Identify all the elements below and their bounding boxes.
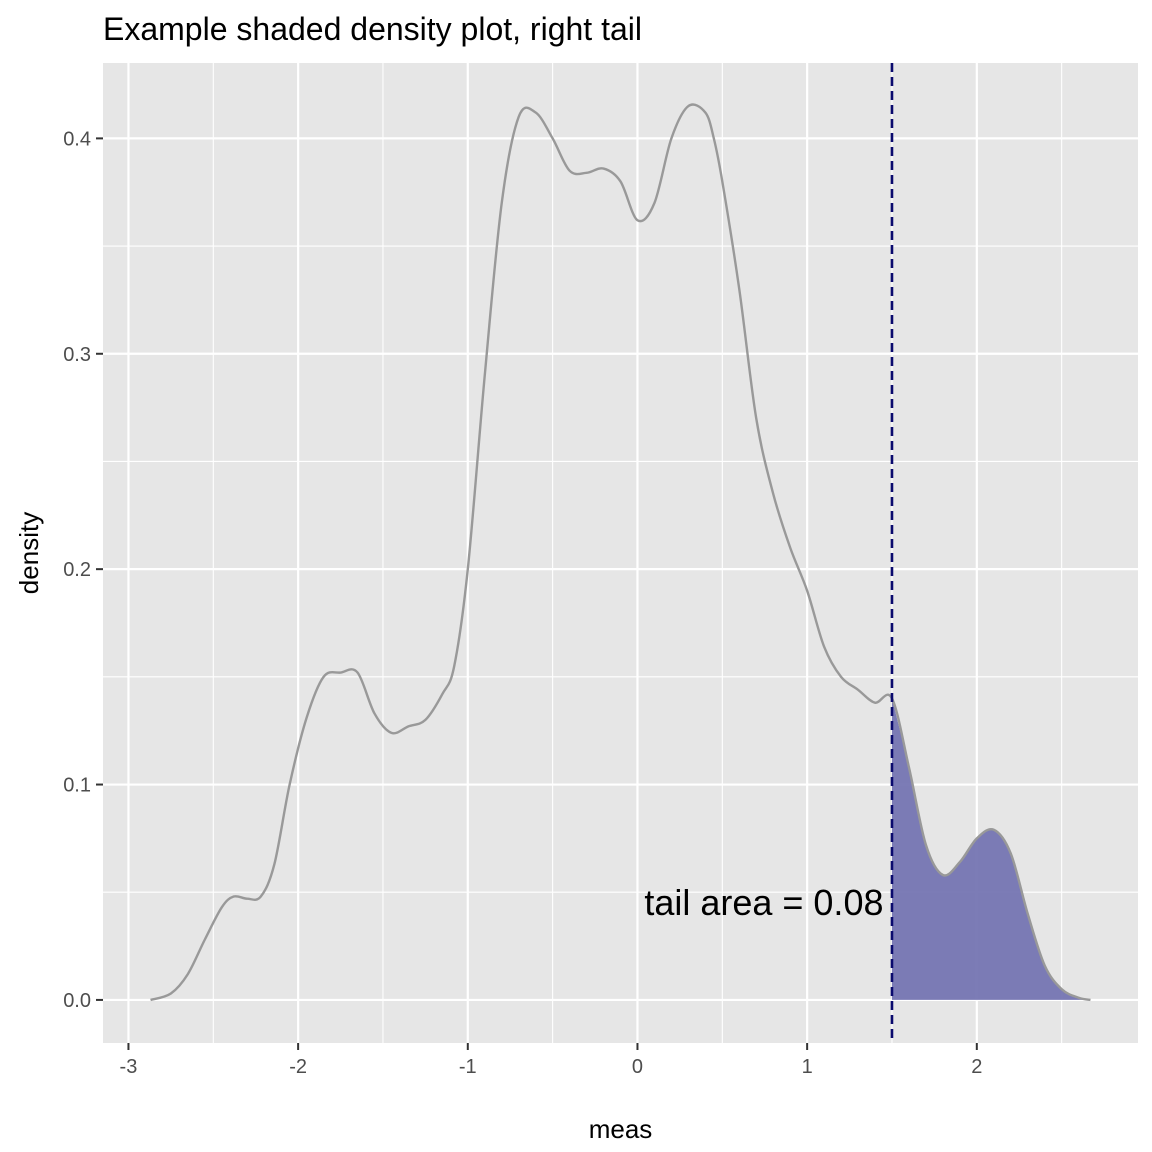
tail-area-annotation: tail area = 0.08 — [644, 882, 883, 923]
x-tick-label: -1 — [459, 1056, 477, 1078]
y-tick-label: 0.1 — [63, 775, 91, 797]
density-curve — [150, 103, 1091, 1002]
major-grid — [103, 63, 1138, 1043]
y-axis-title: density — [14, 512, 44, 594]
x-axis-title: meas — [589, 1114, 653, 1144]
y-tick-label: 0.4 — [63, 128, 91, 150]
y-tick-label: 0.2 — [63, 559, 91, 581]
y-tick-label: 0.0 — [63, 990, 91, 1012]
chart-title: Example shaded density plot, right tail — [103, 11, 642, 47]
tail-area-fill — [891, 698, 1091, 1000]
x-tick-label: 0 — [632, 1056, 643, 1078]
x-tick-label: -2 — [289, 1056, 307, 1078]
x-tick-label: -3 — [120, 1056, 138, 1078]
x-tick-label: 2 — [971, 1056, 982, 1078]
x-axis-ticks: -3 -2 -1 0 1 2 — [120, 1043, 982, 1078]
x-tick-label: 1 — [802, 1056, 813, 1078]
y-axis-ticks: 0.0 0.1 0.2 0.3 0.4 — [63, 128, 103, 1012]
y-tick-label: 0.3 — [63, 344, 91, 366]
